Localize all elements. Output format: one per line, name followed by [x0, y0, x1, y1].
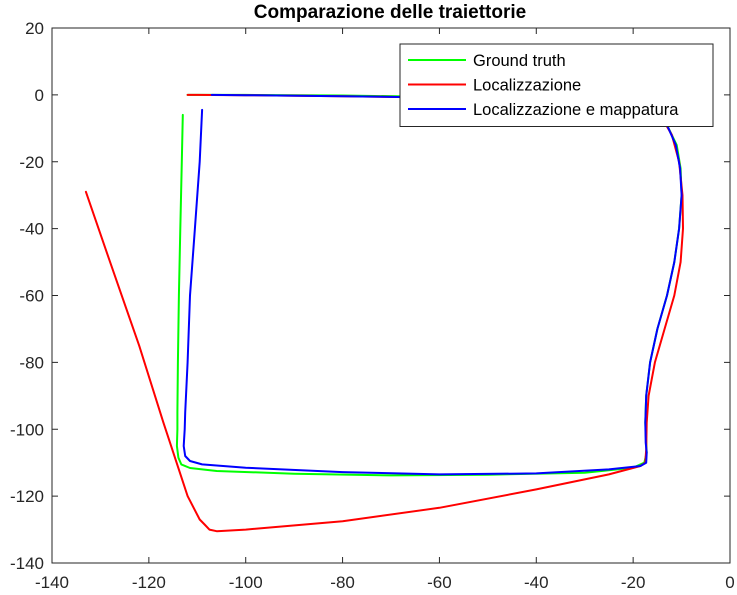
x-tick-label: -120	[132, 573, 166, 592]
x-tick-label: -140	[35, 573, 69, 592]
x-tick-label: -60	[427, 573, 452, 592]
legend: Ground truth Localizzazione Localizzazione…	[399, 43, 714, 127]
chart-title: Comparazione delle traiettorie	[254, 2, 526, 23]
y-tick-label: -120	[10, 487, 44, 506]
x-tick-label: -80	[330, 573, 355, 592]
x-tick-label: -40	[524, 573, 549, 592]
y-tick-label: 20	[25, 19, 44, 38]
y-tick-label: -100	[10, 420, 44, 439]
legend-label-0: Ground truth	[473, 52, 566, 70]
y-tick-label: -20	[19, 153, 44, 172]
legend-label-1: Localizzazione	[473, 77, 581, 95]
y-tick-label: -40	[19, 220, 44, 239]
y-tick-label: 0	[35, 86, 44, 105]
ticks-layer: -140 -120 -100 -80 -60 -40 -20 0 20 0 -20 -40 -60 -80…	[10, 19, 735, 592]
x-tick-label: -20	[621, 573, 646, 592]
x-tick-label: -100	[229, 573, 263, 592]
y-tick-label: -80	[19, 353, 44, 372]
y-tick-label: -140	[10, 554, 44, 573]
x-tick-label: 0	[725, 573, 734, 592]
legend-label-2: Localizzazione e mappatura	[473, 101, 679, 119]
y-tick-label: -60	[19, 287, 44, 306]
